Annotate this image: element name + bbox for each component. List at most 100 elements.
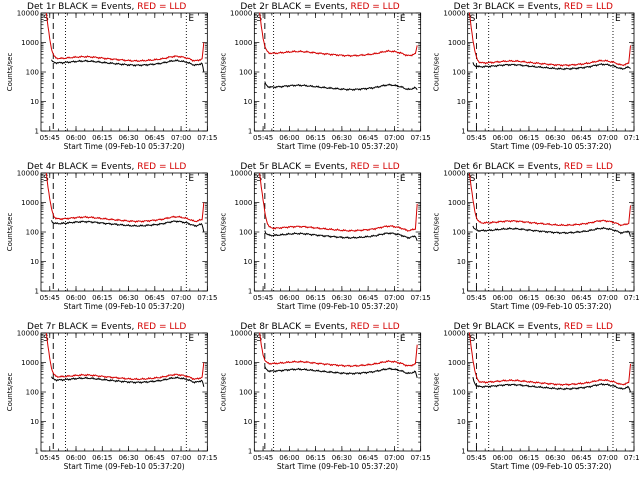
end-marker: E xyxy=(400,174,406,184)
y-tick-label: 10 xyxy=(457,98,466,106)
y-tick-label: 100 xyxy=(26,229,39,237)
x-tick-label: 07:00 xyxy=(171,134,191,142)
panel-title-legend-red: RED = LLD xyxy=(564,322,613,332)
plot-frame xyxy=(40,172,208,292)
x-tick-label: 07:00 xyxy=(384,294,404,302)
x-tick-label: 07:15 xyxy=(411,134,431,142)
x-tick-label: 06:45 xyxy=(145,134,165,142)
end-marker: E xyxy=(188,174,194,184)
y-tick-label: 1 xyxy=(248,128,252,136)
panel-title-legend-red: RED = LLD xyxy=(564,162,613,172)
x-tick-label: 06:30 xyxy=(545,294,565,302)
panel-6: Det 6r BLACK = Events, RED = LLD 1 10 100 10… xyxy=(433,162,640,311)
y-tick-label: 10000 xyxy=(443,330,465,338)
panel-title: Det 3r BLACK = Events, RED = LLD xyxy=(454,2,613,12)
x-tick-label: 07:15 xyxy=(624,134,640,142)
end-marker: E xyxy=(615,334,621,344)
x-axis-label: Start Time (09-Feb-10 05:37:20) xyxy=(64,462,185,471)
plot-frame xyxy=(40,12,208,132)
y-tick-label: 10 xyxy=(30,258,39,266)
panel-7: Det 7r BLACK = Events, RED = LLD 1 10 100 10… xyxy=(6,322,217,471)
end-marker: E xyxy=(188,334,194,344)
x-tick-label: 06:00 xyxy=(279,294,299,302)
x-tick-label: 06:30 xyxy=(332,294,352,302)
x-tick-label: 07:00 xyxy=(384,134,404,142)
y-tick-label: 10 xyxy=(457,418,466,426)
x-tick-label: 06:15 xyxy=(92,294,112,302)
start-marker: S xyxy=(470,334,476,344)
x-tick-label: 07:15 xyxy=(197,294,217,302)
y-tick-label: 1 xyxy=(35,448,39,456)
panel-title: Det 7r BLACK = Events, RED = LLD xyxy=(27,322,186,332)
x-tick-label: 05:45 xyxy=(466,294,486,302)
x-tick-label: 07:00 xyxy=(171,294,191,302)
x-tick-label: 05:45 xyxy=(253,454,273,462)
series-lld-line xyxy=(45,333,205,381)
panel-title-legend-black: BLACK = Events, xyxy=(269,2,351,12)
y-axis-label: Counts/sec xyxy=(6,53,14,92)
series-events-line xyxy=(264,81,418,92)
x-tick-label: 06:15 xyxy=(92,134,112,142)
y-tick-label: 10 xyxy=(243,98,252,106)
panel-1: Det 1r BLACK = Events, RED = LLD 1 10 100 10… xyxy=(6,2,217,151)
y-axis-label: Counts/sec xyxy=(6,373,14,412)
y-axis-label: Counts/sec xyxy=(433,53,441,92)
y-tick-label: 1 xyxy=(248,448,252,456)
panel-title-legend-black: BLACK = Events, xyxy=(482,2,564,12)
y-tick-label: 100 xyxy=(26,69,39,77)
x-tick-label: 07:00 xyxy=(598,134,618,142)
series-events-line xyxy=(264,366,418,379)
y-tick-label: 1000 xyxy=(235,359,253,367)
x-tick-label: 06:30 xyxy=(118,454,138,462)
series-events-line xyxy=(264,230,418,242)
y-tick-label: 10000 xyxy=(17,330,39,338)
panel-title-legend-black: BLACK = Events, xyxy=(55,2,137,12)
plot-frame xyxy=(467,332,635,452)
x-tick-label: 06:45 xyxy=(358,134,378,142)
y-tick-label: 10 xyxy=(243,418,252,426)
x-tick-label: 06:00 xyxy=(279,454,299,462)
panel-title-detector: Det 9r xyxy=(454,322,483,332)
panel-title-legend-red: RED = LLD xyxy=(137,322,186,332)
start-marker: S xyxy=(43,334,49,344)
series-lld-line xyxy=(45,172,205,223)
plot-frame xyxy=(253,12,422,132)
panel-title-detector: Det 3r xyxy=(454,2,483,12)
x-tick-label: 06:30 xyxy=(118,294,138,302)
y-tick-label: 10000 xyxy=(443,10,465,18)
x-tick-label: 06:45 xyxy=(571,134,591,142)
y-tick-label: 100 xyxy=(239,229,252,237)
x-tick-label: 06:45 xyxy=(145,294,165,302)
x-tick-label: 06:00 xyxy=(66,134,86,142)
end-marker: E xyxy=(188,14,194,24)
y-tick-label: 10000 xyxy=(230,170,252,178)
panel-title: Det 5r BLACK = Events, RED = LLD xyxy=(240,162,399,172)
y-tick-label: 100 xyxy=(239,69,252,77)
start-marker: S xyxy=(43,174,49,184)
panel-title: Det 4r BLACK = Events, RED = LLD xyxy=(27,162,186,172)
x-tick-label: 07:00 xyxy=(598,454,618,462)
y-tick-label: 100 xyxy=(452,229,465,237)
x-tick-label: 06:45 xyxy=(358,454,378,462)
plot-frame xyxy=(40,332,208,452)
y-tick-label: 1 xyxy=(248,288,252,296)
y-tick-label: 100 xyxy=(452,69,465,77)
y-tick-label: 10 xyxy=(30,98,39,106)
x-tick-label: 07:00 xyxy=(598,294,618,302)
panel-title: Det 8r BLACK = Events, RED = LLD xyxy=(240,322,399,332)
y-tick-label: 10 xyxy=(30,418,39,426)
x-tick-label: 05:45 xyxy=(40,294,60,302)
y-axis-label: Counts/sec xyxy=(6,213,14,252)
x-tick-label: 05:45 xyxy=(40,134,60,142)
panel-2: Det 2r BLACK = Events, RED = LLD 1 10 100 10… xyxy=(219,2,430,151)
x-tick-label: 06:30 xyxy=(118,134,138,142)
panel-title-legend-red: RED = LLD xyxy=(351,2,400,12)
panel-title-legend-black: BLACK = Events, xyxy=(482,322,564,332)
x-tick-label: 06:00 xyxy=(493,294,513,302)
panel-title-detector: Det 4r xyxy=(27,162,56,172)
x-tick-label: 06:45 xyxy=(358,294,378,302)
plot-frame xyxy=(253,332,422,452)
panel-3: Det 3r BLACK = Events, RED = LLD 1 10 100 10… xyxy=(433,2,640,151)
x-axis-label: Start Time (09-Feb-10 05:37:20) xyxy=(277,142,398,151)
